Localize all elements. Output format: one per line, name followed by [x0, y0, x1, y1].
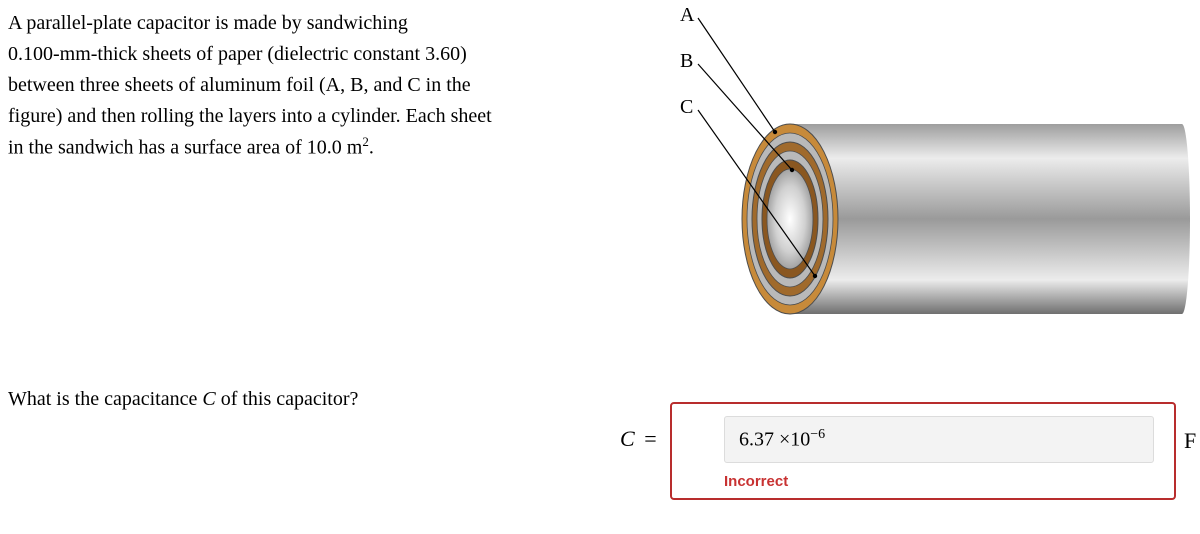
leader-a-dot	[773, 130, 777, 134]
cylinder-body	[790, 124, 1182, 314]
diagram-area: A B C	[670, 4, 1190, 324]
leader-b-dot	[790, 168, 794, 172]
line5-pre: in the sandwich has a surface area of 10…	[8, 137, 362, 159]
line5-post: .	[369, 137, 374, 159]
feedback-label: Incorrect	[724, 473, 1160, 490]
answer-variable: C =	[620, 426, 658, 452]
line4: figure) and then rolling the layers into…	[8, 105, 492, 127]
leader-b	[698, 64, 792, 170]
leader-a	[698, 18, 775, 132]
answer-box: 6.37 ×10−6 Incorrect	[670, 402, 1176, 500]
cylinder-right-edge	[1174, 124, 1190, 314]
inner-cap	[767, 169, 813, 269]
capacitor-diagram: A B C	[670, 4, 1190, 324]
question-text: What is the capacitance C of this capaci…	[8, 388, 598, 411]
answer-input[interactable]: 6.37 ×10−6	[724, 416, 1154, 463]
line2: 0.100-mm-thick sheets of paper (dielectr…	[8, 43, 467, 65]
answer-exponent: −6	[810, 427, 825, 442]
line3: between three sheets of aluminum foil (A…	[8, 74, 471, 96]
diagram-svg	[670, 4, 1190, 324]
line1: A parallel-plate capacitor is made by sa…	[8, 12, 408, 34]
unit-label: F	[1184, 428, 1196, 454]
problem-text: A parallel-plate capacitor is made by sa…	[8, 8, 598, 164]
problem-statement: A parallel-plate capacitor is made by sa…	[8, 8, 598, 164]
answer-value: 6.37 ×10	[739, 429, 810, 451]
answer-area: C = 6.37 ×10−6 Incorrect	[670, 402, 1190, 500]
leader-c-dot	[813, 274, 817, 278]
